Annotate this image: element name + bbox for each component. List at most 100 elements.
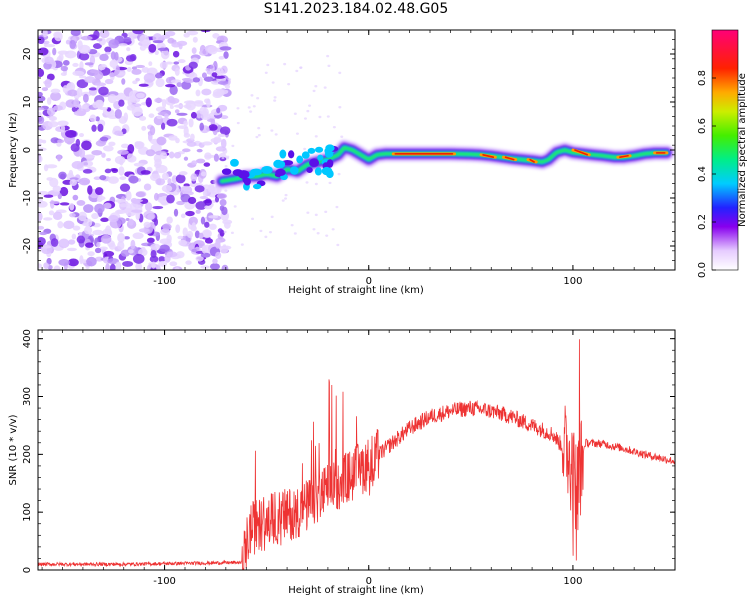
heatmap-noise-cell — [135, 191, 146, 198]
heatmap-noise-cell — [303, 117, 307, 120]
heatmap-noise-cell — [175, 224, 181, 233]
heatmap-noise-cell — [67, 258, 79, 267]
heatmap-ridge-blob — [288, 150, 295, 159]
heatmap-noise-cell — [67, 89, 78, 97]
heatmap-noise-cell — [183, 156, 189, 161]
heatmap-noise-cell — [204, 98, 210, 104]
heatmap-noise-cell — [175, 137, 180, 144]
heatmap-noise-cell — [174, 267, 180, 270]
heatmap-noise-cell — [316, 232, 320, 235]
heatmap-noise-cell — [108, 214, 119, 223]
heatmap-noise-cell — [148, 61, 153, 67]
heatmap-noise-cell — [173, 208, 179, 217]
heatmap-noise-cell — [117, 240, 125, 251]
heatmap-noise-cell — [121, 78, 126, 85]
heatmap-noise-cell — [308, 104, 312, 107]
heatmap-noise-cell — [57, 139, 65, 144]
heatmap-noise-cell — [106, 157, 111, 162]
heatmap-noise-cell — [190, 111, 197, 119]
heatmap-noise-cell — [108, 141, 116, 147]
heatmap-noise-cell — [250, 94, 254, 97]
heatmap-noise-cell — [167, 178, 172, 185]
heatmap-noise-cell — [79, 255, 84, 265]
heatmap-noise-cell — [62, 85, 69, 94]
heatmap-noise-cell — [94, 256, 104, 262]
heatmap-noise-cell — [314, 213, 318, 217]
heatmap-noise-cell — [166, 194, 175, 204]
heatmap-noise-cell — [213, 153, 220, 162]
heatmap-noise-cell — [38, 237, 46, 246]
y-tick-label: 0 — [22, 567, 33, 573]
heatmap-noise-cell — [169, 97, 180, 104]
heatmap-noise-cell — [100, 217, 109, 222]
heatmap-noise-cell — [138, 83, 149, 87]
heatmap-noise-cell — [99, 53, 109, 62]
heatmap-noise-cell — [183, 32, 190, 38]
colorbar: 0.0 0.2 0.4 0.6 0.8 Normalized spectral ampl… — [697, 29, 748, 278]
heatmap-noise-cell — [295, 132, 299, 135]
heatmap-noise-cell — [71, 161, 84, 169]
heatmap-noise-cell — [105, 263, 110, 270]
heatmap-noise-cell — [293, 112, 297, 115]
heatmap-noise-cell — [141, 66, 150, 73]
heatmap-noise-cell — [135, 64, 145, 69]
heatmap-noise-cell — [114, 130, 124, 136]
heatmap-noise-cell — [160, 152, 168, 160]
heatmap-noise-cell — [155, 178, 166, 186]
heatmap-noise-cell — [111, 168, 119, 173]
heatmap-noise-cell — [94, 203, 105, 214]
heatmap-noise-cell — [157, 47, 170, 52]
heatmap-noise-cell — [195, 255, 204, 262]
heatmap-noise-cell — [338, 106, 342, 109]
heatmap-noise-cell — [249, 110, 253, 113]
heatmap-noise-cell — [76, 199, 86, 206]
heatmap-noise-cell — [166, 251, 178, 258]
heatmap-noise-cell — [127, 143, 135, 154]
heatmap-noise-cell — [323, 86, 327, 89]
heatmap-noise-cell — [216, 89, 229, 95]
heatmap-noise-cell — [199, 106, 207, 116]
heatmap-noise-cell — [132, 30, 144, 35]
heatmap-ridge-peak — [529, 158, 535, 163]
heatmap-noise-cell — [126, 104, 136, 111]
heatmap-noise-cell — [172, 50, 180, 58]
heatmap-noise-cell — [153, 218, 159, 226]
heatmap-noise-cell — [251, 217, 255, 221]
heatmap-noise-cell — [62, 60, 70, 66]
heatmap-ridge-blob — [315, 146, 324, 153]
heatmap-noise-cell — [38, 107, 45, 111]
heatmap-noise-cell — [99, 106, 108, 111]
heatmap-noise-cell — [145, 202, 153, 212]
heatmap-noise-cell — [169, 105, 174, 109]
heatmap-noise-cell — [236, 121, 240, 125]
colorbar-ticks: 0.0 0.2 0.4 0.6 0.8 — [697, 70, 716, 278]
heatmap-noise-cell — [183, 132, 191, 138]
heatmap-noise-cell — [209, 263, 220, 270]
heatmap-noise-cell — [214, 75, 226, 79]
x-tick-label: 0 — [366, 276, 372, 287]
heatmap-noise-cell — [132, 253, 145, 264]
heatmap-noise-cell — [178, 171, 188, 176]
heatmap-noise-cell — [58, 238, 70, 249]
heatmap-noise-cell — [161, 184, 173, 193]
heatmap-noise-cell — [69, 39, 77, 49]
heatmap-noise-cell — [136, 92, 145, 99]
heatmap-noise-cell — [81, 140, 92, 151]
heatmap-noise-cell — [191, 47, 197, 55]
heatmap-noise-cell — [200, 252, 211, 258]
heatmap-noise-cell — [293, 232, 297, 235]
heatmap-ridge-peak — [619, 154, 629, 158]
heatmap-noise-cell — [91, 124, 97, 132]
heatmap-noise-cell — [340, 135, 344, 138]
heatmap-noise-cell — [324, 210, 328, 214]
heatmap-noise-cell — [208, 215, 219, 219]
heatmap-noise-cell — [176, 112, 188, 116]
heatmap-noise-cell — [88, 87, 98, 91]
colorbar-gradient — [711, 29, 739, 271]
heatmap-noise-cell — [135, 77, 140, 82]
heatmap-noise-cell — [312, 228, 316, 231]
heatmap-noise-cell — [87, 185, 93, 195]
heatmap-noise-cell — [173, 104, 185, 108]
heatmap-noise-cell — [306, 109, 310, 113]
heatmap-noise-cell — [169, 261, 178, 267]
